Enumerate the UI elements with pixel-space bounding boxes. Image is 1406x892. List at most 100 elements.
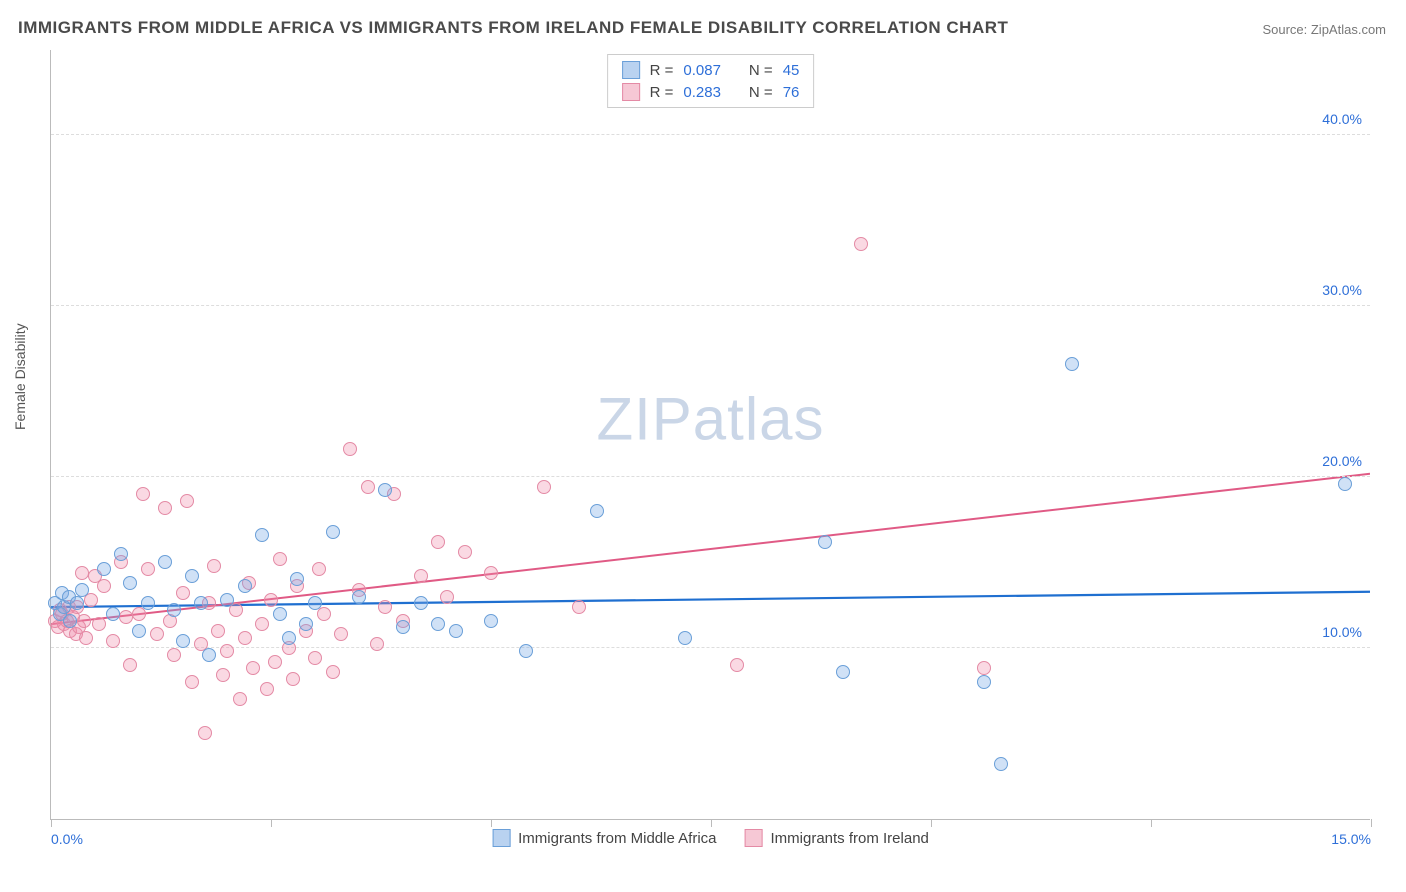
r-value-series-1: 0.087: [683, 62, 721, 79]
scatter-point-middle_africa: [194, 596, 208, 610]
scatter-point-middle_africa: [431, 617, 445, 631]
scatter-point-ireland: [537, 480, 551, 494]
scatter-point-ireland: [176, 586, 190, 600]
scatter-point-ireland: [79, 631, 93, 645]
scatter-point-ireland: [977, 661, 991, 675]
scatter-point-ireland: [343, 442, 357, 456]
scatter-point-middle_africa: [158, 555, 172, 569]
x-tick: [51, 819, 52, 827]
scatter-point-ireland: [273, 552, 287, 566]
scatter-point-middle_africa: [97, 562, 111, 576]
x-tick: [491, 819, 492, 827]
scatter-point-middle_africa: [590, 504, 604, 518]
scatter-point-middle_africa: [106, 607, 120, 621]
x-tick: [271, 819, 272, 827]
y-tick-label: 20.0%: [1322, 453, 1362, 469]
scatter-point-middle_africa: [255, 528, 269, 542]
legend-swatch-series-1: [622, 61, 640, 79]
scatter-point-middle_africa: [282, 631, 296, 645]
y-axis-label: Female Disability: [12, 323, 28, 430]
legend-swatch-series-2: [622, 83, 640, 101]
legend-label-series-1: Immigrants from Middle Africa: [518, 830, 716, 847]
r-label: R =: [650, 62, 674, 79]
grid-line: [51, 305, 1370, 306]
x-tick: [931, 819, 932, 827]
correlation-legend: R = 0.087 N = 45 R = 0.283 N = 76: [607, 54, 815, 108]
scatter-point-middle_africa: [326, 525, 340, 539]
scatter-point-middle_africa: [484, 614, 498, 628]
n-value-series-1: 45: [783, 62, 800, 79]
scatter-point-middle_africa: [185, 569, 199, 583]
scatter-point-middle_africa: [836, 665, 850, 679]
scatter-point-ireland: [378, 600, 392, 614]
legend-swatch-series-2: [745, 829, 763, 847]
scatter-point-ireland: [246, 661, 260, 675]
r-label: R =: [650, 84, 674, 101]
scatter-point-ireland: [123, 658, 137, 672]
legend-label-series-2: Immigrants from Ireland: [771, 830, 929, 847]
scatter-point-ireland: [198, 726, 212, 740]
scatter-point-middle_africa: [290, 572, 304, 586]
scatter-point-ireland: [312, 562, 326, 576]
scatter-point-ireland: [286, 672, 300, 686]
scatter-point-ireland: [180, 494, 194, 508]
scatter-point-ireland: [440, 590, 454, 604]
chart-title: IMMIGRANTS FROM MIDDLE AFRICA VS IMMIGRA…: [18, 18, 1008, 38]
scatter-point-middle_africa: [167, 603, 181, 617]
scatter-point-ireland: [484, 566, 498, 580]
scatter-point-ireland: [458, 545, 472, 559]
scatter-point-ireland: [431, 535, 445, 549]
scatter-point-middle_africa: [132, 624, 146, 638]
scatter-point-ireland: [238, 631, 252, 645]
n-label: N =: [749, 62, 773, 79]
legend-swatch-series-1: [492, 829, 510, 847]
scatter-point-middle_africa: [678, 631, 692, 645]
scatter-point-ireland: [730, 658, 744, 672]
watermark-zip: ZIP: [596, 386, 692, 453]
scatter-point-ireland: [77, 614, 91, 628]
x-tick: [1371, 819, 1372, 827]
scatter-point-ireland: [255, 617, 269, 631]
scatter-point-middle_africa: [378, 483, 392, 497]
scatter-point-ireland: [233, 692, 247, 706]
x-tick: [1151, 819, 1152, 827]
scatter-point-middle_africa: [70, 596, 84, 610]
scatter-point-middle_africa: [396, 620, 410, 634]
scatter-point-middle_africa: [1065, 357, 1079, 371]
watermark-text: ZIPatlas: [596, 385, 824, 454]
scatter-point-ireland: [268, 655, 282, 669]
scatter-point-ireland: [185, 675, 199, 689]
trend-lines-layer: [51, 50, 1370, 819]
legend-row-series-2: R = 0.283 N = 76: [618, 81, 804, 103]
scatter-point-middle_africa: [352, 590, 366, 604]
grid-line: [51, 476, 1370, 477]
scatter-point-middle_africa: [818, 535, 832, 549]
scatter-point-middle_africa: [1338, 477, 1352, 491]
scatter-point-ireland: [308, 651, 322, 665]
trend-line-middle_africa: [51, 592, 1370, 607]
scatter-point-ireland: [220, 644, 234, 658]
scatter-point-ireland: [119, 610, 133, 624]
scatter-point-middle_africa: [141, 596, 155, 610]
source-attribution: Source: ZipAtlas.com: [1262, 22, 1386, 37]
scatter-point-middle_africa: [63, 614, 77, 628]
scatter-point-ireland: [264, 593, 278, 607]
scatter-point-middle_africa: [202, 648, 216, 662]
scatter-point-ireland: [572, 600, 586, 614]
scatter-point-ireland: [260, 682, 274, 696]
r-value-series-2: 0.283: [683, 84, 721, 101]
scatter-point-ireland: [150, 627, 164, 641]
scatter-point-ireland: [167, 648, 181, 662]
scatter-point-ireland: [361, 480, 375, 494]
legend-item-series-1: Immigrants from Middle Africa: [492, 829, 716, 847]
watermark-atlas: atlas: [693, 386, 825, 453]
scatter-point-middle_africa: [994, 757, 1008, 771]
scatter-point-ireland: [136, 487, 150, 501]
scatter-point-ireland: [370, 637, 384, 651]
scatter-point-middle_africa: [977, 675, 991, 689]
scatter-point-middle_africa: [114, 547, 128, 561]
scatter-point-ireland: [414, 569, 428, 583]
scatter-point-middle_africa: [449, 624, 463, 638]
scatter-point-middle_africa: [414, 596, 428, 610]
scatter-plot: ZIPatlas R = 0.087 N = 45 R = 0.283 N = …: [50, 50, 1370, 820]
